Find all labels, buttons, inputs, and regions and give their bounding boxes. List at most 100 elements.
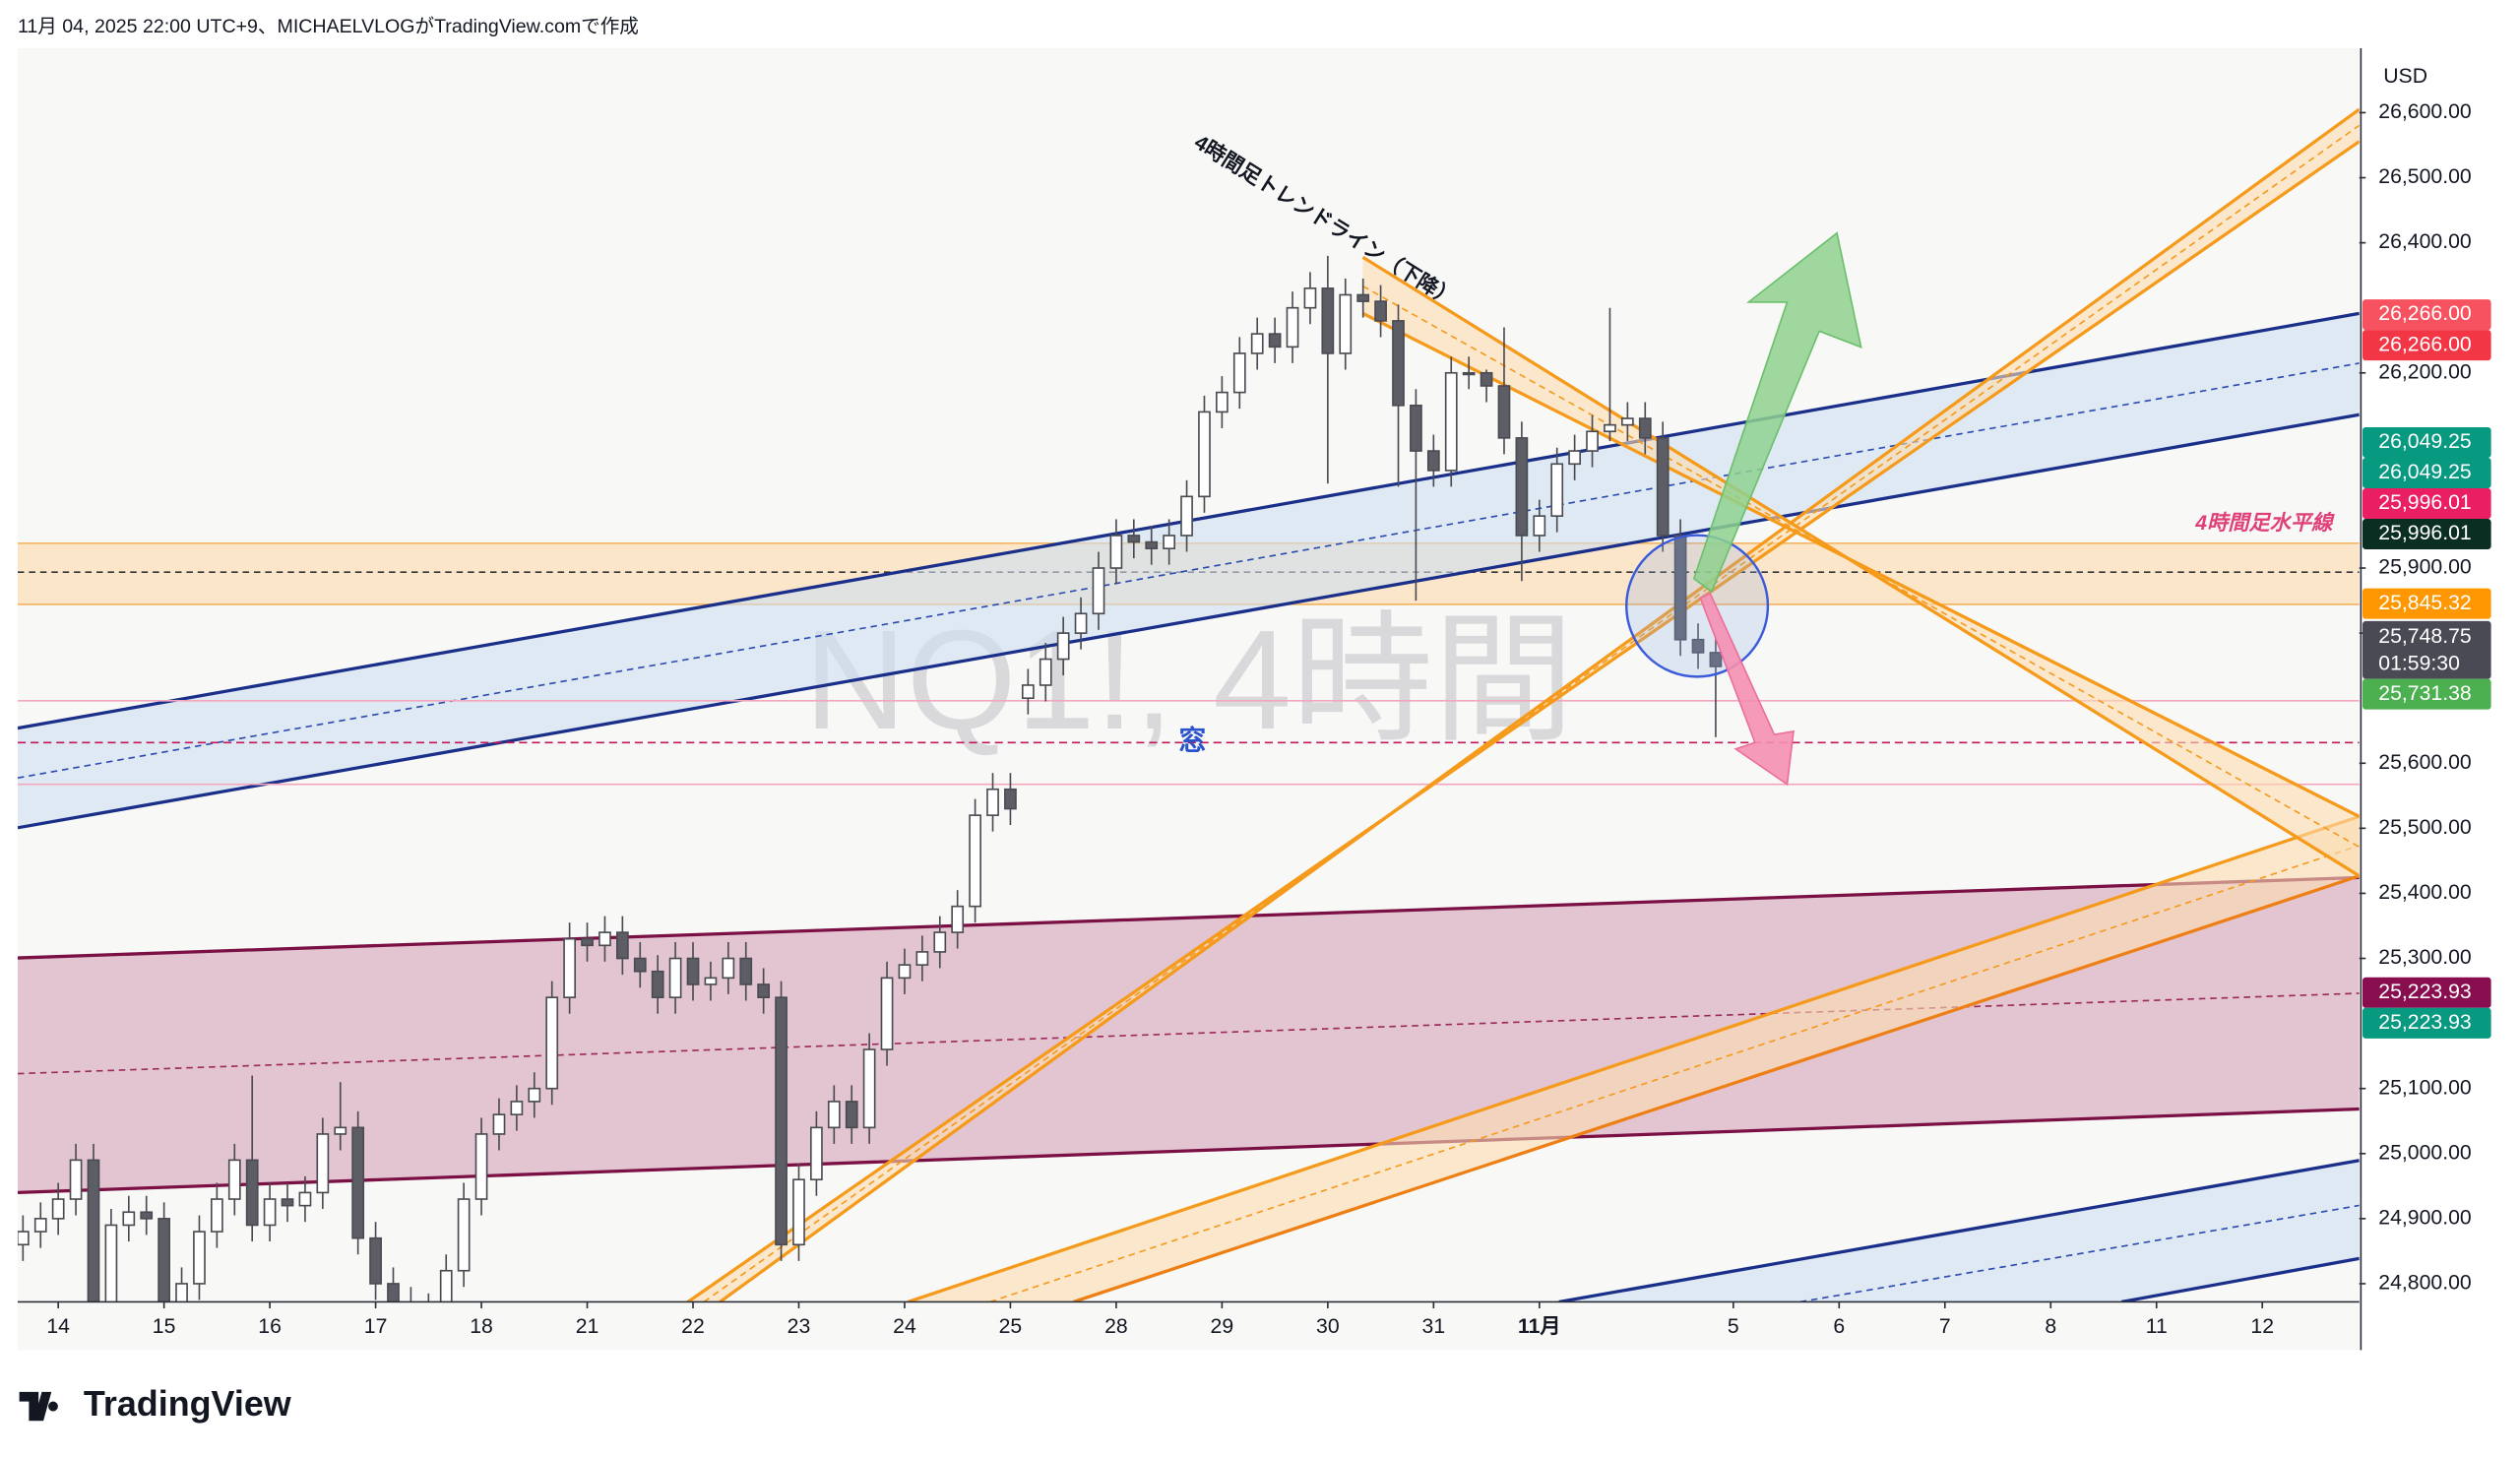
x-tick-label: 11月 [1518,1315,1561,1338]
candle-body [651,970,664,998]
candle-body [1586,430,1599,452]
y-tick-label: 26,200.00 [2378,360,2471,383]
candle-body [1303,287,1317,309]
y-tick-label: 26,600.00 [2378,100,2471,123]
price-tag-label: 26,266.00 [2378,333,2471,355]
candle-body [862,1048,876,1129]
price-tag [2362,588,2491,619]
candle-body [175,1283,188,1302]
candle-body [193,1231,206,1285]
candle-body [1339,293,1353,354]
orange-channel-line [1073,874,2360,1302]
candle-body [351,1126,365,1239]
candle-body [104,1224,118,1302]
x-tick-label: 5 [1728,1315,1739,1338]
x-tick-label: 28 [1104,1315,1128,1338]
y-tick-label: 25,100.00 [2378,1076,2471,1099]
orange-channel-line [719,107,2360,1302]
candle-body [1620,417,1634,426]
candle-body [880,977,894,1050]
candle-body [140,1211,154,1220]
candle-body [739,957,753,985]
candle-body [387,1283,400,1302]
candle-body [545,996,559,1090]
x-tick-label: 23 [788,1315,811,1338]
candle-body [1021,684,1035,700]
price-tag-label: 25,845.32 [2378,592,2471,614]
candle-body [686,957,700,985]
blue-channel-mid [17,362,2360,780]
price-tag-label: 25,223.93 [2378,981,2471,1003]
candle-body [528,1087,541,1103]
logo-text: TradingView [84,1383,291,1424]
candle-body [757,983,771,998]
candle-body [915,951,929,966]
y-tick-label: 24,900.00 [2378,1206,2471,1229]
price-tag-label: 26,049.25 [2378,430,2471,453]
candle-body [951,905,965,933]
candles [17,255,1723,1302]
candle-body [281,1198,294,1207]
candle-body [1356,293,1370,302]
price-tag-label: 25,748.75 [2378,625,2471,648]
candle-body [1163,535,1176,550]
candle-body [457,1198,471,1272]
candle-body [245,1159,259,1227]
candle-body [1638,417,1652,439]
candle-body [1004,788,1017,810]
candle-body [1568,450,1581,466]
candle-body [1127,535,1141,543]
price-tag [2362,330,2491,361]
candle-body [969,814,981,908]
candle-body [1497,385,1511,439]
candle-body [1056,632,1070,661]
gap-label: 窓 [1179,726,1207,756]
y-tick-label: 25,400.00 [2378,881,2471,904]
blue-channel-line [17,412,2360,830]
x-tick-label: 18 [470,1315,493,1338]
candle-body [510,1101,524,1115]
candle-body [668,957,682,998]
candle-body [369,1236,382,1285]
price-tag [2362,1007,2491,1039]
candle-body [334,1126,347,1135]
candle-body [1515,437,1529,537]
x-tick-label: 7 [1939,1315,1951,1338]
candle-body [439,1269,453,1302]
candle-body [1550,463,1564,517]
y-tick-label: 24,800.00 [2378,1272,2471,1295]
x-tick-label: 31 [1422,1315,1446,1338]
price-tag [2362,518,2491,550]
y-tick-label: 25,500.00 [2378,816,2471,839]
candle-body [1410,405,1422,452]
orange-channel-mid [703,124,2360,1302]
candle-body [1039,658,1052,686]
blue-channel-line [1558,1159,2360,1302]
candle-body [1374,300,1387,322]
candle-body [1444,371,1458,472]
candle-body [722,957,735,980]
candle-body [898,964,912,980]
candle-body [1426,450,1440,472]
x-tick-label: 24 [893,1315,916,1338]
candle-body [1286,306,1299,348]
price-tag-label: 25,996.01 [2378,522,2471,544]
y-tick-label: 26,400.00 [2378,230,2471,253]
currency: USD [2383,65,2427,88]
price-tag [2362,299,2491,331]
candle-body [598,931,611,947]
y-tick-label: 25,600.00 [2378,751,2471,774]
candle-body [1533,515,1546,537]
y-tick-label: 26,500.00 [2378,165,2471,188]
x-tick-label: 17 [364,1315,388,1338]
x-tick-label: 29 [1211,1315,1234,1338]
horizontal-label: 4時間足水平線 [2194,511,2335,535]
x-tick-label: 15 [153,1315,176,1338]
candle-body [1250,333,1264,354]
x-tick-label: 25 [999,1315,1023,1338]
price-tag [2362,977,2491,1008]
maroon-channel-line [17,875,2360,960]
candle-body [51,1198,65,1220]
x-tick-label: 6 [1833,1315,1845,1338]
